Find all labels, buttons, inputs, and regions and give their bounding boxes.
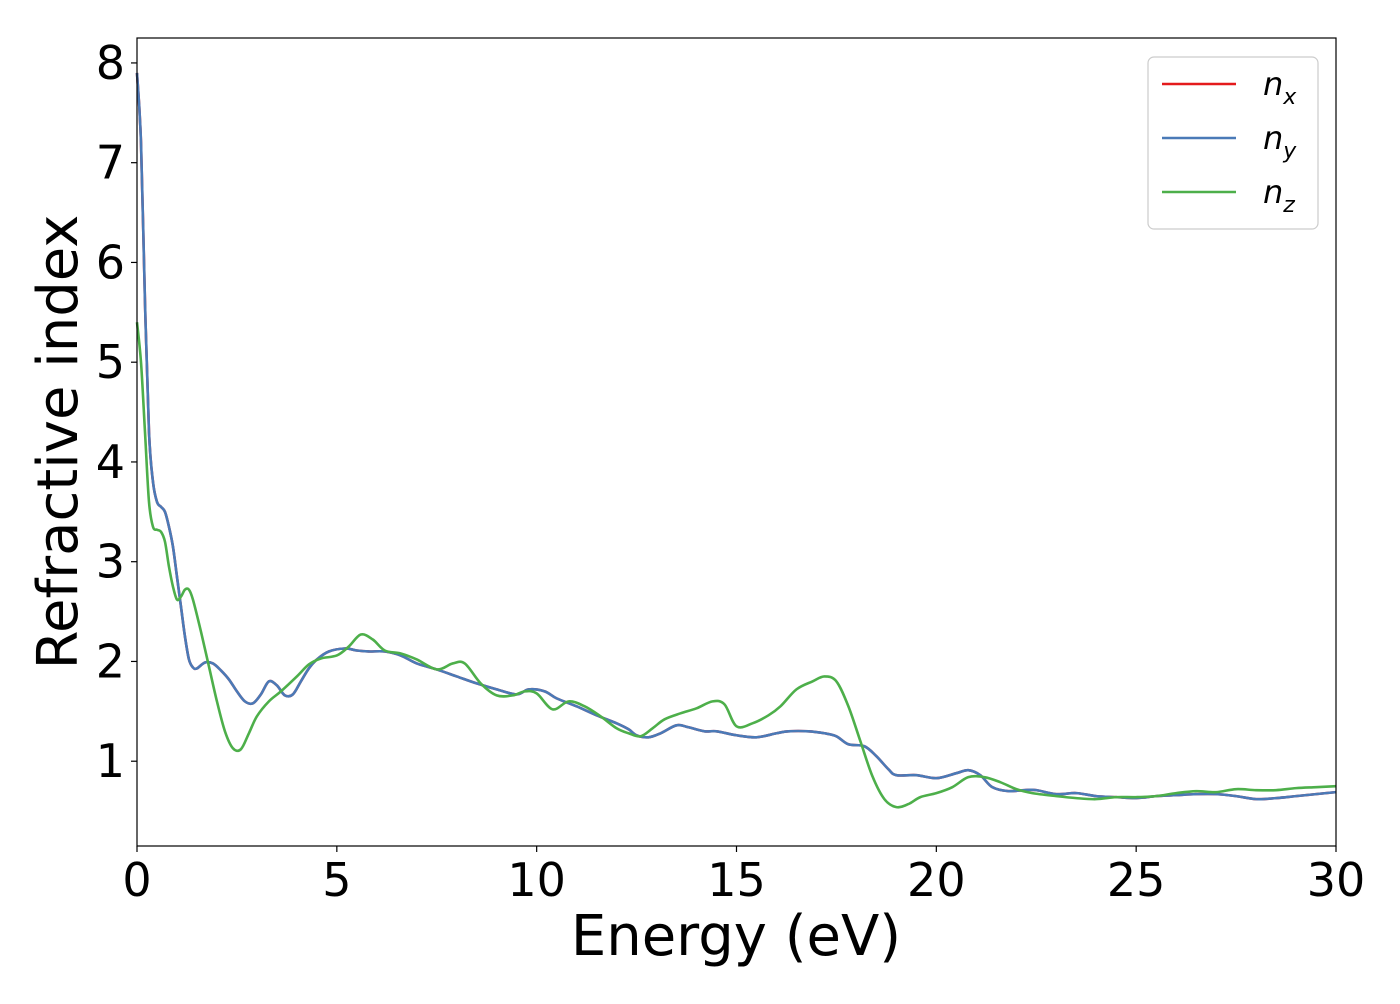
x-tick-label: 15: [707, 853, 766, 907]
x-tick-label: 20: [907, 853, 966, 907]
y-tick-label: 4: [96, 435, 125, 489]
x-ticks: 0 5 10 15 20 25 30: [122, 846, 1365, 907]
y-axis-label: Refractive index: [26, 215, 91, 670]
x-axis-label: Energy (eV): [571, 904, 901, 969]
y-tick-label: 6: [96, 235, 125, 289]
x-tick-label: 30: [1307, 853, 1366, 907]
legend-subscript: z: [1282, 193, 1295, 218]
x-tick-label: 10: [507, 853, 566, 907]
series-line-z: [135, 322, 1337, 809]
x-tick-label: 5: [322, 853, 351, 907]
y-tick-label: 5: [96, 335, 125, 389]
x-tick-label: 0: [122, 853, 151, 907]
legend-subscript: y: [1282, 139, 1297, 164]
y-tick-label: 7: [96, 136, 125, 190]
y-tick-label: 2: [96, 634, 125, 688]
series-layer: [135, 72, 1337, 809]
y-tick-label: 8: [96, 36, 125, 90]
y-ticks: 1 2 3 4 5 6 7 8: [96, 36, 137, 788]
y-tick-label: 3: [96, 535, 125, 589]
x-tick-label: 25: [1107, 853, 1166, 907]
y-tick-label: 1: [96, 734, 125, 788]
legend-box: [1147, 56, 1319, 230]
legend-subscript: x: [1282, 85, 1297, 110]
